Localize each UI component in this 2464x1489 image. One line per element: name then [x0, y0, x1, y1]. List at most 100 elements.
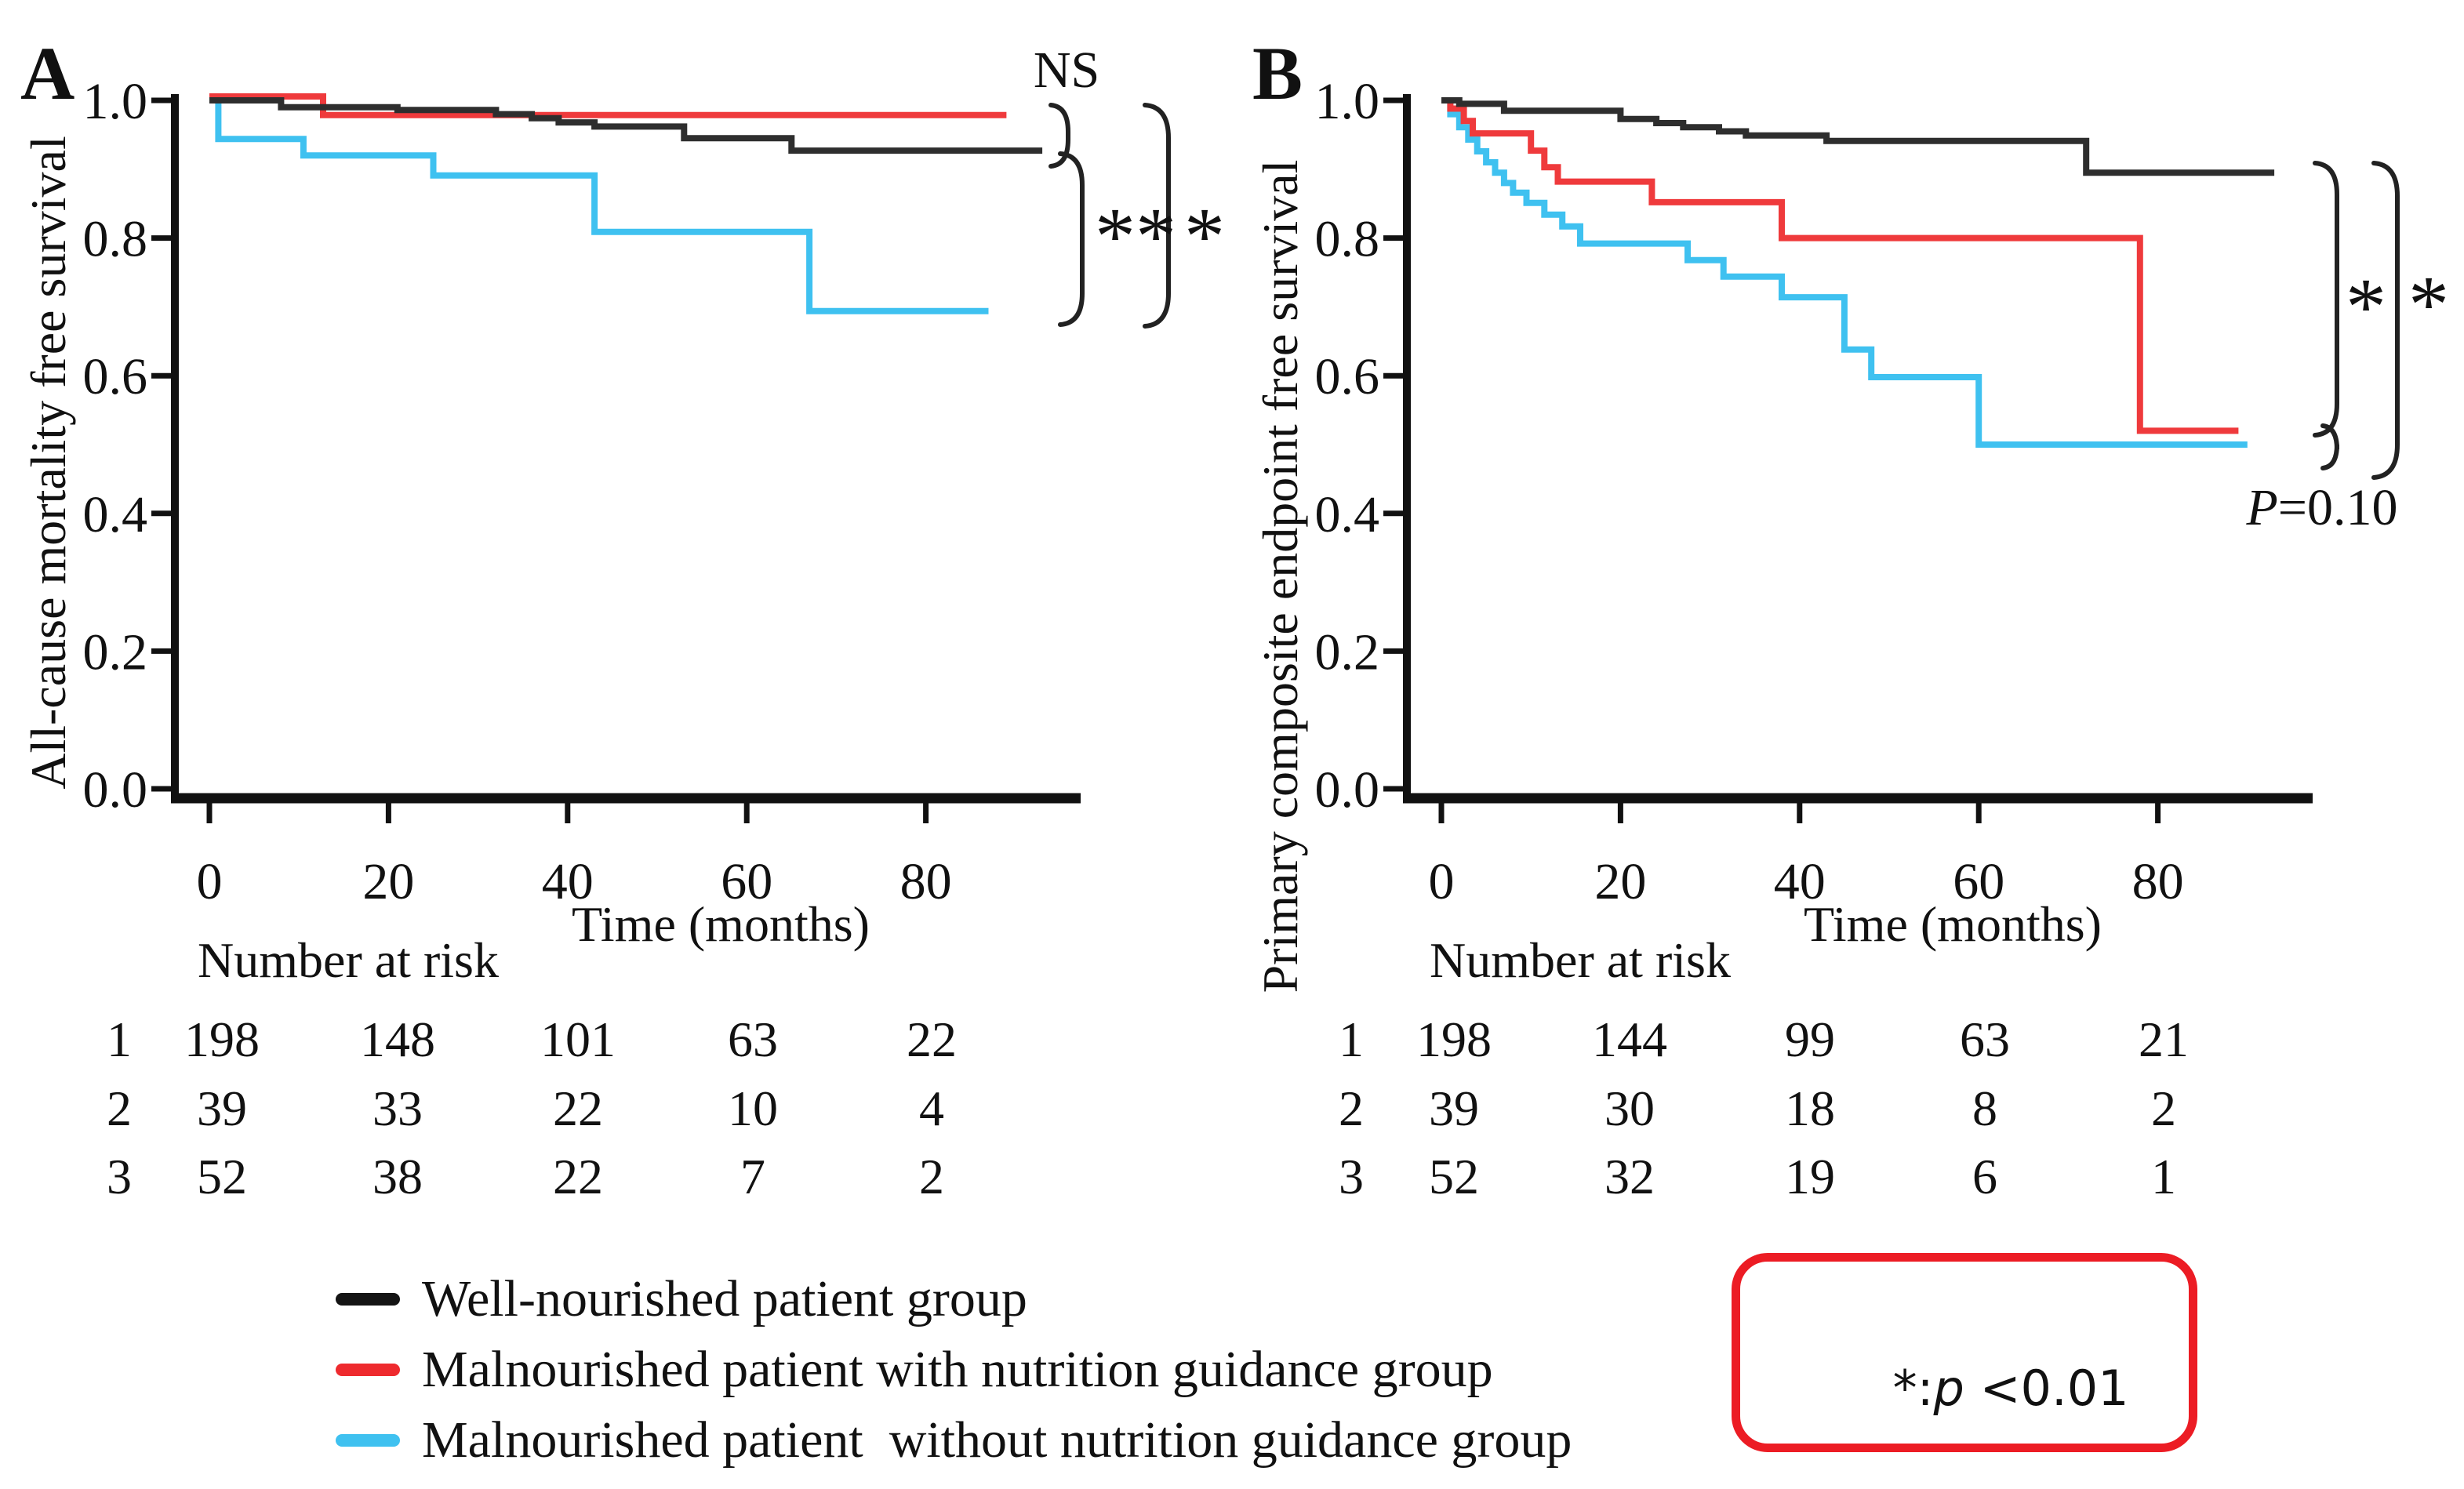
x-tick-label: 80: [900, 853, 952, 910]
p-value-number: =0.10: [2277, 479, 2398, 536]
risk-count-cell: 2: [919, 1149, 944, 1204]
y-tick-label: 1.0: [1315, 73, 1380, 130]
y-tick-label: 1.0: [83, 73, 148, 130]
legend-item-well-nourished: Well-nourished patient group: [336, 1264, 1572, 1335]
risk-count-cell: 52: [197, 1149, 247, 1204]
panel-b-number-at-risk-header: Number at risk: [1430, 932, 1731, 988]
risk-count-cell: 38: [373, 1149, 423, 1204]
risk-count-cell: 144: [1592, 1011, 1667, 1067]
risk-count-cell: 4: [919, 1080, 944, 1136]
risk-count-cell: 6: [1972, 1149, 1997, 1204]
x-tick-label: 20: [362, 853, 414, 910]
panel-b-plot: 1.00.80.60.40.20.00 20 40 60 801 198 144 99 63 21…: [1315, 73, 2400, 1204]
risk-count-cell: 22: [907, 1011, 957, 1067]
comparison-bracket: [1058, 151, 1085, 327]
panel-b-y-axis-label: Primary composite endpoint free survival: [1252, 159, 1308, 993]
survival-curve-group-3: [209, 97, 989, 314]
x-tick-label: 0: [197, 853, 223, 910]
comparison-bracket: [1143, 103, 1171, 329]
risk-count-cell: 22: [553, 1080, 603, 1136]
risk-row-label: 2: [107, 1080, 132, 1136]
x-tick-label: 40: [1774, 853, 1826, 910]
risk-row-label: 1: [1339, 1011, 1364, 1067]
risk-count-cell: 148: [360, 1011, 435, 1067]
y-tick-label: 0.0: [83, 761, 148, 819]
panel-a-single-asterisk: *: [1184, 191, 1225, 281]
black-line-swatch-icon: [336, 1293, 400, 1306]
panel-b-inner-asterisk: *: [2346, 262, 2386, 352]
risk-count-cell: 33: [373, 1080, 423, 1136]
significance-line-1: *:p <0.01: [1740, 1280, 2189, 1489]
survival-curve-group-1: [209, 97, 1043, 154]
legend-label: Malnourished patient without nutrition g…: [422, 1411, 1572, 1469]
y-tick-label: 0.8: [83, 211, 148, 268]
y-tick-label: 0.0: [1315, 761, 1380, 819]
y-tick-label: 0.4: [1315, 486, 1380, 543]
survival-curve-group-2: [1441, 97, 2239, 434]
y-tick-label: 0.2: [83, 623, 148, 681]
panel-a-ns-annotation: NS: [1033, 42, 1100, 99]
y-tick-label: 0.4: [83, 486, 148, 543]
risk-row-label: 2: [1339, 1080, 1364, 1136]
panel-b-outer-asterisk: *: [2408, 260, 2449, 350]
risk-count-cell: 19: [1785, 1149, 1835, 1204]
legend: Well-nourished patient group Malnourishe…: [336, 1264, 1572, 1476]
panel-a-y-axis-label: All-cause mortality free survival: [20, 136, 76, 790]
risk-count-cell: 18: [1785, 1080, 1835, 1136]
risk-count-cell: 63: [728, 1011, 778, 1067]
risk-count-cell: 10: [728, 1080, 778, 1136]
legend-item-malnourished-without-guidance: Malnourished patient without nutrition g…: [336, 1405, 1572, 1476]
red-line-swatch-icon: [336, 1364, 400, 1376]
panel-b: 1.0 0.8 0.6 0.4 0.2 0.0 0 20 40 60 80 1 198 144 99 63 21…: [1232, 0, 2464, 1489]
risk-count-cell: 30: [1605, 1080, 1655, 1136]
risk-row-label: 1: [107, 1011, 132, 1067]
x-tick-label: 60: [721, 853, 772, 910]
y-tick-label: 0.2: [1315, 623, 1380, 681]
x-tick-label: 80: [2132, 853, 2184, 910]
survival-curve-group-1: [1441, 97, 2275, 176]
risk-count-cell: 198: [1416, 1011, 1492, 1067]
legend-label: Malnourished patient with nutrition guid…: [422, 1341, 1493, 1398]
risk-count-cell: 22: [553, 1149, 603, 1204]
x-tick-label: 40: [542, 853, 594, 910]
sig1-threshold: <0.01: [1964, 1360, 2129, 1417]
risk-row-label: 3: [107, 1149, 132, 1204]
risk-count-cell: 198: [184, 1011, 260, 1067]
y-tick-label: 0.8: [1315, 211, 1380, 268]
y-tick-label: 0.6: [83, 348, 148, 405]
panel-a-x-axis-label: Time (months): [572, 896, 870, 952]
sig1-p: p: [1933, 1360, 1964, 1417]
panel-a: 1.0 0.8 0.6 0.4 0.2 0.0 0 20 40 60 80 1 198 148 101 63 2…: [20, 31, 1225, 1204]
risk-count-cell: 63: [1960, 1011, 2010, 1067]
risk-count-cell: 39: [197, 1080, 247, 1136]
risk-count-cell: 101: [540, 1011, 616, 1067]
panel-b-letter: B: [1252, 31, 1303, 115]
panel-a-number-at-risk-header: Number at risk: [198, 932, 499, 988]
comparison-bracket: [2371, 161, 2400, 480]
x-tick-label: 60: [1953, 853, 2004, 910]
risk-count-cell: 52: [1429, 1149, 1479, 1204]
panel-a-plot: 1.0 0.8 0.6 0.4 0.2 0.0 0 20 40 60 80 1 198 148 101 63 2…: [83, 73, 1171, 1204]
p-value-symbol: P: [2246, 479, 2278, 536]
x-tick-label: 20: [1594, 853, 1646, 910]
risk-count-cell: 39: [1429, 1080, 1479, 1136]
comparison-bracket: [1048, 103, 1070, 169]
legend-item-malnourished-with-guidance: Malnourished patient with nutrition guid…: [336, 1335, 1572, 1405]
panel-b-x-axis-label: Time (months): [1804, 896, 2102, 952]
risk-count-cell: 7: [740, 1149, 765, 1204]
blue-line-swatch-icon: [336, 1434, 400, 1447]
comparison-bracket: [2320, 423, 2339, 470]
x-tick-label: 0: [1429, 853, 1455, 910]
risk-count-cell: 21: [2139, 1011, 2189, 1067]
panel-a-double-asterisk: **: [1095, 191, 1176, 281]
risk-count-cell: 32: [1605, 1149, 1655, 1204]
significance-key-box: *:p <0.01 **:p <0.05: [1732, 1253, 2197, 1452]
risk-count-cell: 2: [2151, 1080, 2176, 1136]
risk-count-cell: 99: [1785, 1011, 1835, 1067]
panel-a-letter: A: [20, 31, 75, 115]
comparison-bracket: [2313, 161, 2339, 438]
sig1-asterisk: *:: [1892, 1360, 1934, 1417]
legend-label: Well-nourished patient group: [422, 1270, 1027, 1327]
risk-count-cell: 1: [2151, 1149, 2176, 1204]
